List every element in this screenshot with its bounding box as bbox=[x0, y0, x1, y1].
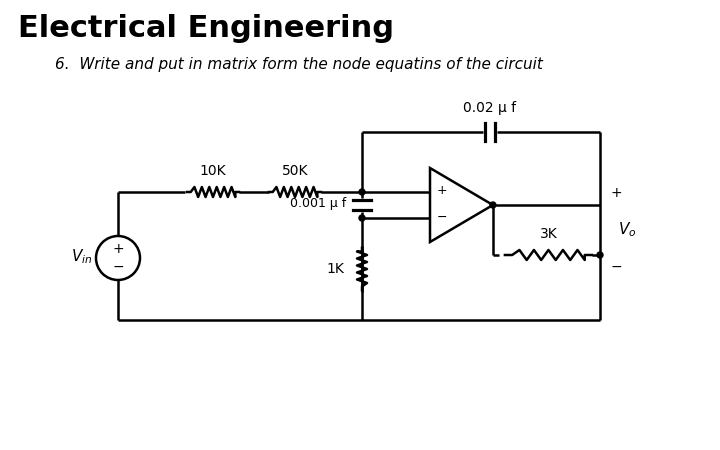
Circle shape bbox=[359, 189, 365, 195]
Text: +: + bbox=[610, 186, 622, 200]
Text: Electrical Engineering: Electrical Engineering bbox=[18, 14, 394, 43]
Circle shape bbox=[490, 202, 496, 208]
Text: 10K: 10K bbox=[199, 164, 226, 178]
Text: 6.  Write and put in matrix form the node equatins of the circuit: 6. Write and put in matrix form the node… bbox=[55, 57, 543, 72]
Text: 0.02 μ f: 0.02 μ f bbox=[464, 101, 516, 115]
Circle shape bbox=[359, 215, 365, 221]
Text: −: − bbox=[437, 211, 448, 224]
Text: $V_{in}$: $V_{in}$ bbox=[71, 248, 93, 266]
Text: 0.001 μ f: 0.001 μ f bbox=[290, 198, 346, 211]
Text: 1K: 1K bbox=[326, 262, 344, 276]
Text: 3K: 3K bbox=[539, 227, 557, 241]
Text: −: − bbox=[610, 260, 622, 274]
Circle shape bbox=[597, 252, 603, 258]
Text: −: − bbox=[112, 260, 124, 274]
Text: +: + bbox=[437, 184, 448, 197]
Text: 50K: 50K bbox=[282, 164, 308, 178]
Text: $V_o$: $V_o$ bbox=[618, 220, 636, 239]
Text: +: + bbox=[112, 242, 124, 256]
